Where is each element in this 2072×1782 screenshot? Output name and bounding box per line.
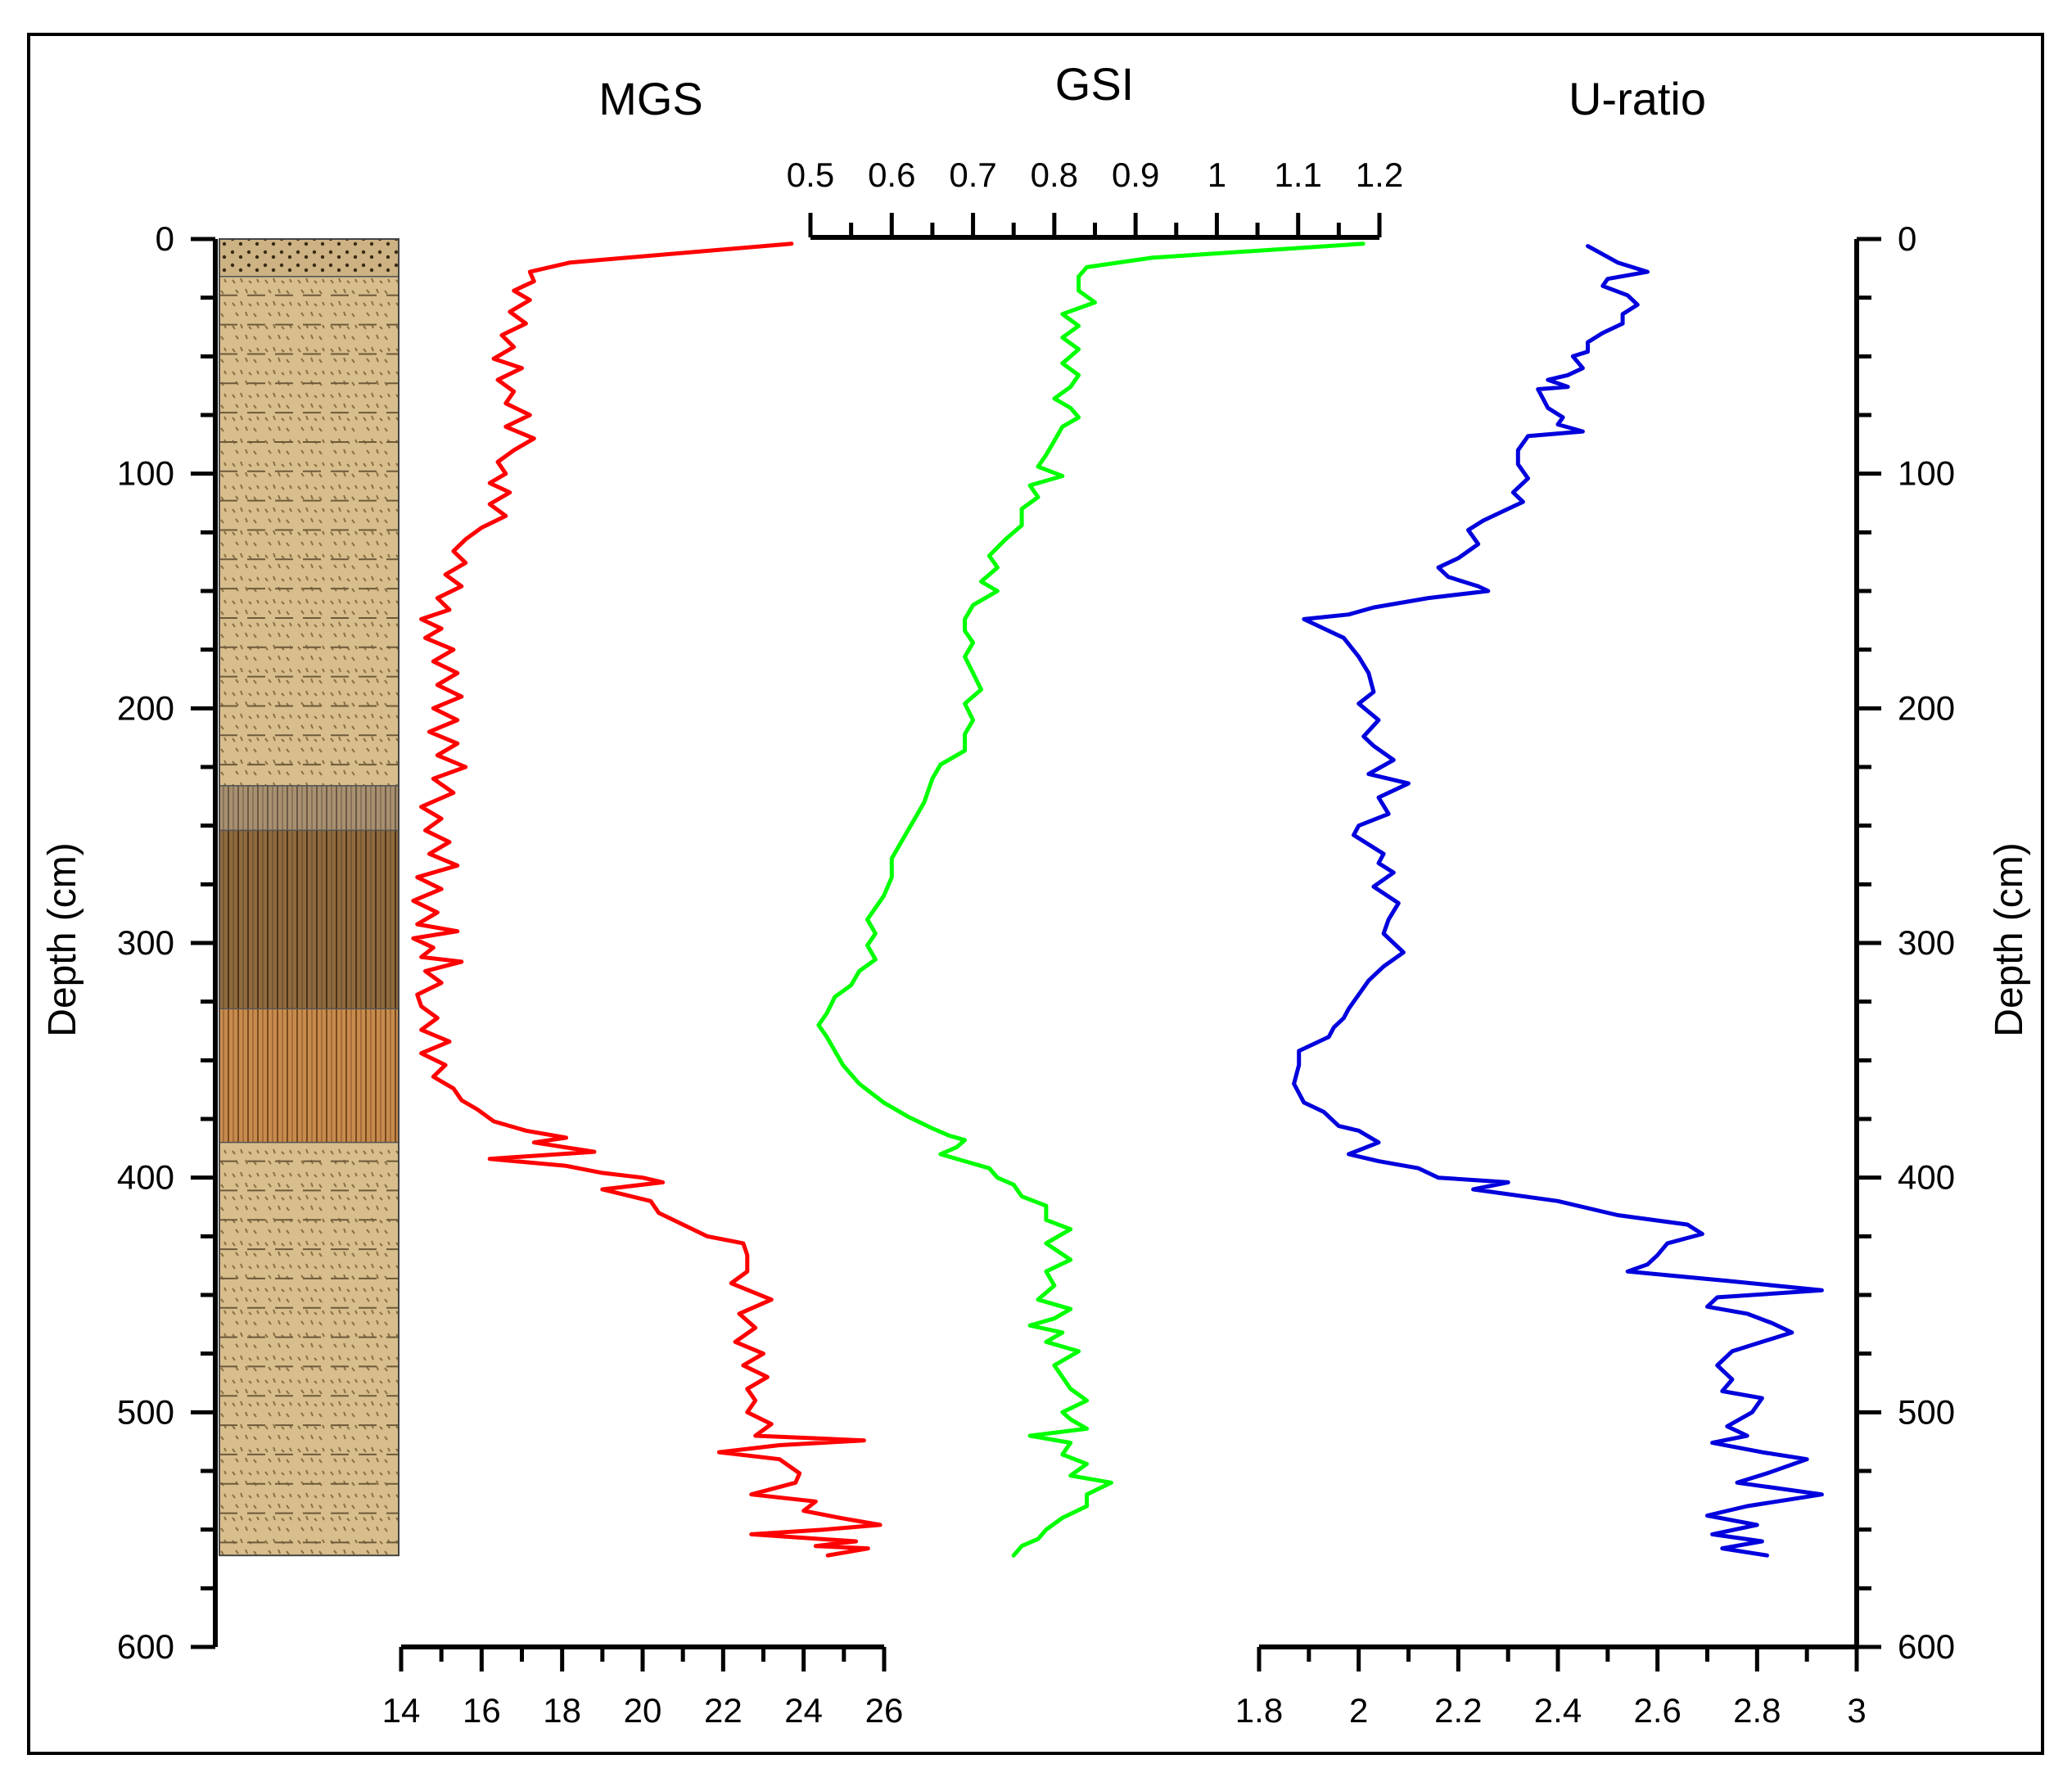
depth-tick-label: 600 — [117, 1627, 174, 1666]
mgs-panel: MGS 14 16 18 20 22 24 26 — [382, 73, 904, 1730]
mgs-tick-label: 22 — [704, 1691, 743, 1730]
depth-tick-label: 400 — [117, 1158, 174, 1197]
depth-tick-label: 600 — [1898, 1627, 1955, 1666]
strat-layer-loess — [219, 829, 400, 1010]
depth-tick-label: 200 — [1898, 688, 1955, 727]
depth-tick-label: 200 — [117, 688, 174, 727]
mgs-tick-label: 16 — [463, 1691, 501, 1730]
u-ratio-title: U-ratio — [1569, 73, 1706, 124]
gsi-title: GSI — [1055, 58, 1134, 110]
u-ratio-panel: U-ratio 1.8 2 2.2 2.4 2.6 2.8 3 — [1235, 73, 1867, 1730]
depth-tick-label: 0 — [1898, 219, 1916, 258]
figure-frame — [27, 33, 2044, 1755]
u-ratio-tick-label: 2 — [1349, 1691, 1368, 1730]
gsi-tick-label: 0.6 — [868, 156, 915, 194]
u-ratio-tick-label: 2.8 — [1733, 1691, 1781, 1730]
depth-tick-label: 0 — [156, 219, 174, 258]
depth-tick-label: 300 — [1898, 923, 1955, 962]
strat-layer-paleosol — [219, 1008, 400, 1144]
depth-tick-label: 500 — [1898, 1392, 1955, 1431]
gsi-tick-label: 1.2 — [1356, 156, 1403, 194]
gsi-tick-label: 0.5 — [787, 156, 834, 194]
stratigraphic-column — [219, 238, 400, 1557]
mgs-tick-label: 18 — [543, 1691, 581, 1730]
strat-column-border — [219, 238, 400, 1557]
gsi-panel: GSI 0.5 0.6 0.7 0.8 0.9 1 1.1 1.2 — [787, 58, 1403, 1558]
depth-tick-label: 100 — [1898, 454, 1955, 493]
u-ratio-tick-label: 1.8 — [1235, 1691, 1283, 1730]
gsi-tick-label: 0.9 — [1112, 156, 1159, 194]
strat-layer-silt — [219, 1141, 400, 1556]
depth-tick-label: 300 — [117, 923, 174, 962]
u-ratio-tick-label: 2.6 — [1633, 1691, 1681, 1730]
u-ratio-tick-label: 3 — [1847, 1691, 1866, 1730]
mgs-tick-label: 26 — [865, 1691, 904, 1730]
depth-axis-right-title: Depth (cm) — [1988, 842, 2031, 1036]
u-ratio-tick-label: 2.4 — [1534, 1691, 1582, 1730]
depth-axis-right: 0 100 200 300 400 500 600 — [1854, 219, 1955, 1666]
gsi-tick-label: 0.7 — [949, 156, 996, 194]
depth-tick-label: 400 — [1898, 1158, 1955, 1197]
strat-layer-silt — [219, 276, 400, 787]
u-ratio-tick-label: 2.2 — [1434, 1691, 1482, 1730]
mgs-tick-label: 20 — [624, 1691, 662, 1730]
mgs-tick-label: 24 — [784, 1691, 823, 1730]
strat-layer-sand — [219, 238, 400, 277]
depth-axis-left-title: Depth (cm) — [41, 842, 84, 1036]
gsi-series-line — [816, 241, 1366, 1558]
mgs-tick-label: 14 — [382, 1691, 421, 1730]
depth-tick-label: 500 — [117, 1392, 174, 1431]
u-ratio-series-line — [1292, 244, 1824, 1558]
mgs-title: MGS — [598, 73, 703, 124]
depth-tick-label: 100 — [117, 454, 174, 493]
depth-axis-left: 0 100 200 300 400 500 600 — [117, 219, 218, 1666]
gsi-tick-label: 1.1 — [1275, 156, 1322, 194]
gsi-tick-label: 0.8 — [1031, 156, 1078, 194]
strat-layer-transition — [219, 785, 400, 832]
gsi-tick-label: 1 — [1208, 156, 1226, 194]
mgs-series-line — [411, 241, 883, 1558]
